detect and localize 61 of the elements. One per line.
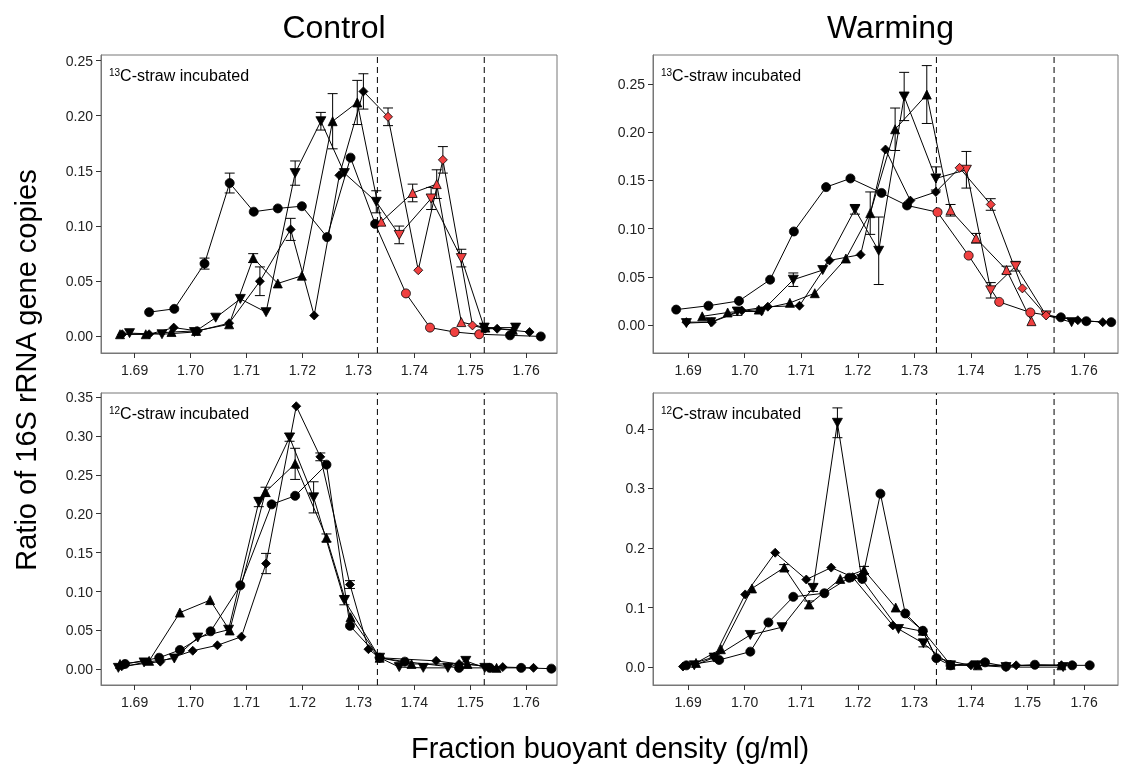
x-tick-label: 1.76 <box>512 694 541 710</box>
y-tick-label: 0.15 <box>65 162 94 179</box>
chart-title: Warming <box>827 9 954 45</box>
y-tick-label: 0.3 <box>625 480 646 497</box>
x-tick-label: 1.73 <box>900 362 929 378</box>
y-tick-label: 0.25 <box>65 52 94 69</box>
y-tick-label: 0.10 <box>65 583 94 600</box>
x-tick-label: 1.71 <box>787 362 816 378</box>
x-tick-label: 1.72 <box>288 694 317 710</box>
x-tick-label: 1.70 <box>731 362 759 378</box>
x-tick-label: 1.76 <box>1070 694 1098 710</box>
x-axis-title: Fraction buoyant density (g/ml) <box>410 731 810 765</box>
y-tick-label: 0.20 <box>65 505 94 522</box>
y-tick-label: 0.05 <box>617 268 646 285</box>
y-tick-label: 0.05 <box>65 273 94 290</box>
y-tick-label: 0.00 <box>65 661 94 678</box>
x-tick-label: 1.72 <box>288 362 317 378</box>
x-tick-label: 1.70 <box>176 694 205 710</box>
y-tick-label: 0.30 <box>65 427 94 444</box>
chart-title: Control <box>282 9 386 45</box>
y-tick-label: 0.15 <box>65 544 94 561</box>
y-tick-label: 0.0 <box>625 659 646 676</box>
x-tick-label: 1.71 <box>232 362 261 378</box>
x-tick-label: 1.74 <box>957 362 985 378</box>
y-tick-label: 0.25 <box>617 75 646 92</box>
x-tick-label: 1.75 <box>1013 694 1042 710</box>
x-tick-label: 1.70 <box>731 694 759 710</box>
x-tick-label: 1.75 <box>1013 362 1042 378</box>
x-tick-label: 1.69 <box>120 362 149 378</box>
y-tick-label: 0.10 <box>65 218 94 235</box>
x-tick-label: 1.75 <box>456 362 485 378</box>
y-axis-title: Ratio of 16S rRNA gene copies <box>9 169 43 571</box>
x-tick-label: 1.72 <box>844 362 872 378</box>
x-tick-label: 1.75 <box>456 694 485 710</box>
x-tick-label: 1.76 <box>1070 362 1098 378</box>
y-tick-label: 0.00 <box>617 317 646 334</box>
y-tick-label: 0.1 <box>625 599 646 616</box>
x-tick-label: 1.69 <box>120 694 149 710</box>
y-tick-label: 0.00 <box>65 328 94 345</box>
y-tick-label: 0.4 <box>625 420 646 437</box>
y-tick-label: 0.10 <box>617 220 646 237</box>
y-tick-label: 0.15 <box>617 172 646 189</box>
x-tick-label: 1.72 <box>844 694 872 710</box>
y-tick-label: 0.05 <box>65 622 94 639</box>
x-tick-label: 1.70 <box>176 362 205 378</box>
x-tick-label: 1.74 <box>400 362 429 378</box>
y-tick-label: 0.20 <box>65 107 94 124</box>
x-tick-label: 1.73 <box>900 694 929 710</box>
y-tick-label: 0.25 <box>65 466 94 483</box>
x-tick-label: 1.74 <box>957 694 985 710</box>
x-tick-label: 1.76 <box>512 362 541 378</box>
x-tick-label: 1.73 <box>344 362 373 378</box>
y-tick-label: 0.20 <box>617 124 646 141</box>
x-tick-label: 1.69 <box>674 694 702 710</box>
x-tick-label: 1.71 <box>787 694 816 710</box>
x-tick-label: 1.69 <box>674 362 702 378</box>
x-tick-label: 1.71 <box>232 694 261 710</box>
x-tick-label: 1.74 <box>400 694 429 710</box>
x-tick-label: 1.73 <box>344 694 373 710</box>
y-tick-label: 0.35 <box>65 388 94 405</box>
y-tick-label: 0.2 <box>625 539 646 556</box>
